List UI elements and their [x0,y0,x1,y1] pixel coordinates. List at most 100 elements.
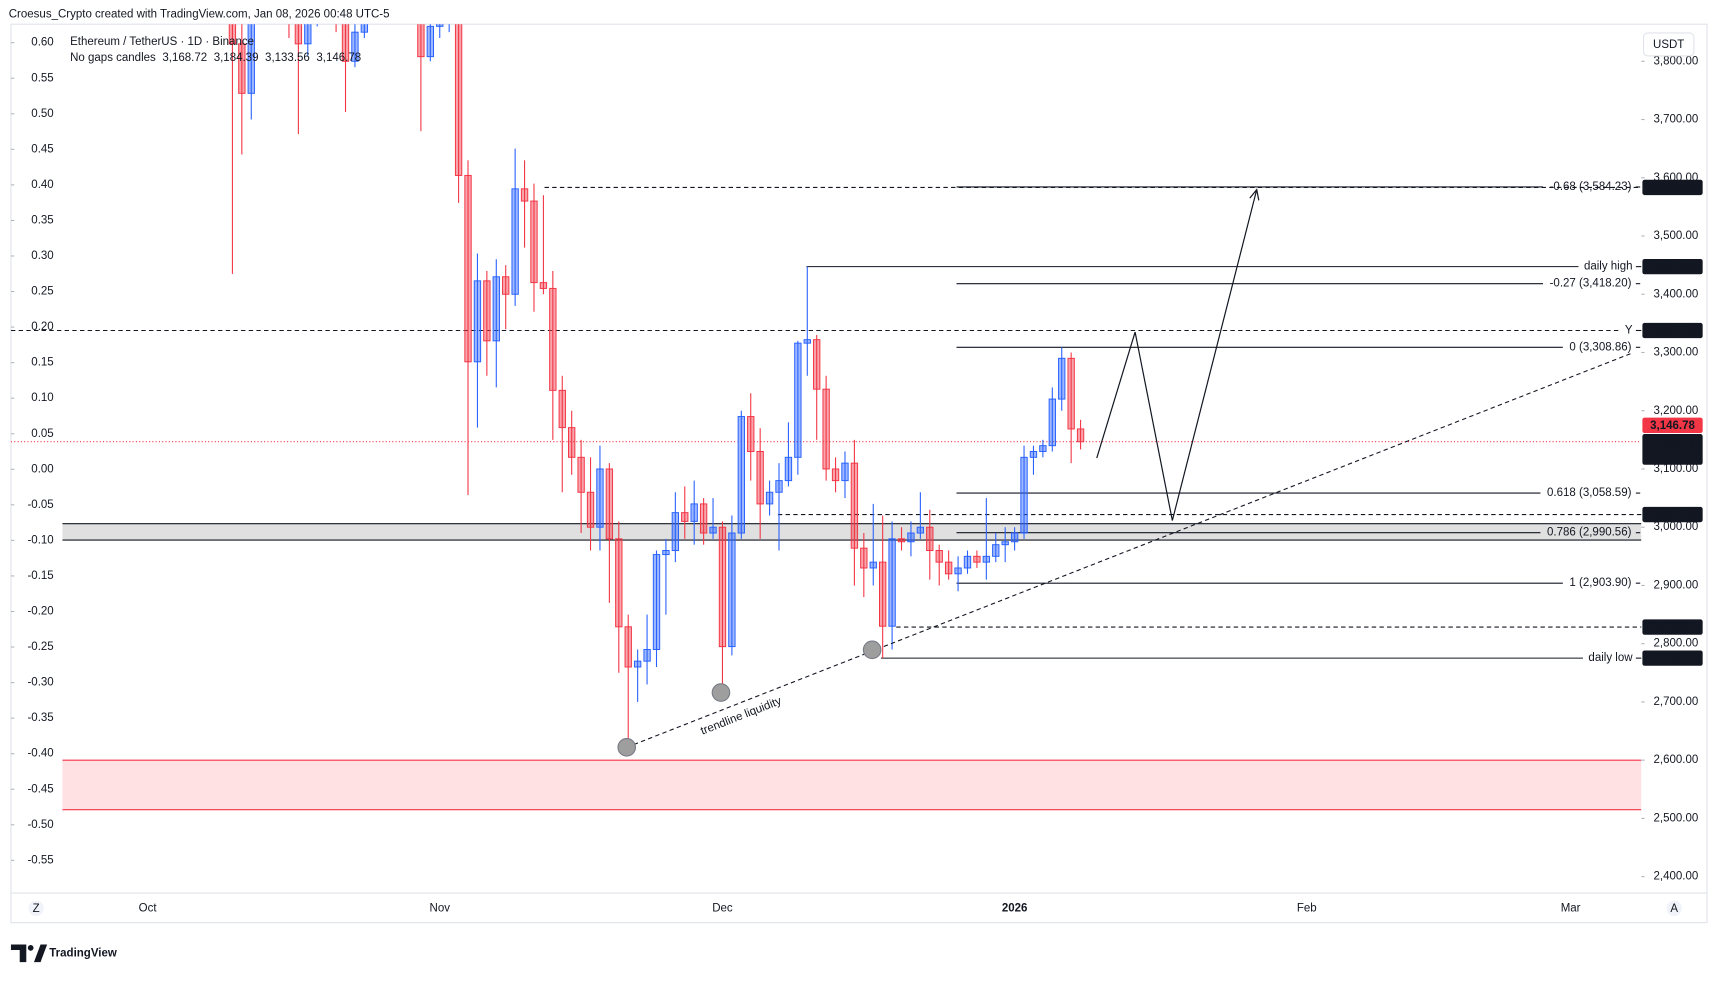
y-tick-label: 2,500.00 [1654,812,1699,824]
candle-body [577,456,585,493]
price-badge [1642,650,1703,666]
candle-body [681,512,689,522]
price-badge [1642,506,1703,523]
ohlc-value: 3,133.56 [265,52,310,64]
candle-body [794,342,802,458]
y2-tick-label: -0.30 [27,677,53,689]
candle-body [624,626,632,668]
candle-body [709,526,717,534]
candle-body [850,462,859,549]
swing-marker [617,738,637,757]
logo-mark [10,944,27,963]
zoom-button[interactable]: Z [28,900,44,917]
candle-body [360,24,369,33]
fib-label: -0.68 (3,584.23) [1550,181,1632,193]
currency-button[interactable]: USDT [1642,32,1695,57]
y2-tick-label: -0.05 [27,499,53,511]
candle-body [492,276,500,342]
fib-label: 0.618 (3,058.59) [1547,487,1632,499]
candle-body [1067,357,1075,430]
y2-tick-label: -0.50 [27,819,53,831]
candle-body [671,512,680,551]
y2-tick-label: -0.45 [27,783,53,795]
ohlc-value: 3,146.78 [316,52,361,64]
price-badge-label: 3,447.44 [1650,261,1695,273]
level-text: daily high [1584,261,1633,273]
currency-button-box[interactable] [1642,32,1695,57]
candle-body [963,555,972,569]
x-tick-label: 2026 [1002,902,1028,914]
symbol-title: Ethereum / TetherUS · 1D · Binance [70,36,254,48]
candle-body [728,532,736,648]
logo-dot [27,944,34,951]
price-badge-label: 2,775.19 [1650,653,1695,665]
candle-mode: No gaps candles [70,52,156,64]
info-panel: Ethereum / TetherUS · 1D · Binance No ga… [70,36,254,64]
candle-body [1048,398,1056,447]
fib-label: 1 (2,903.90) [1569,577,1631,589]
candle-body [699,503,708,534]
auto-scale-button[interactable]: A [1666,900,1682,917]
price-badge-label: 3,337.78 [1650,325,1695,337]
auto-button-label[interactable]: A [1670,903,1678,915]
zoom-button-bg[interactable] [28,900,44,917]
auto-button-bg[interactable] [1666,900,1682,917]
candle-body [813,339,821,390]
candle-body [1039,445,1047,452]
countdown-label: 18:11:47 [1651,451,1695,463]
candle-body [897,538,906,543]
y-tick-label: 2,600.00 [1654,754,1699,766]
candle-body [1058,357,1066,400]
x-tick-label: Oct [139,902,158,914]
level-text: daily low [1588,652,1633,664]
fib-label: 0 (3,308.86) [1569,341,1631,353]
candle-body [690,503,698,522]
candle-body [426,25,434,58]
y2-tick-label: 0.25 [31,286,53,298]
y2-tick-label: 0.30 [31,250,53,262]
currency-label[interactable]: USDT [1653,39,1684,51]
candle-body [454,24,463,176]
candle-body [294,24,303,45]
candle-body [417,24,425,58]
candle-body [737,416,745,534]
y-tick-label: 2,400.00 [1654,871,1699,883]
y2-tick-label: 0.10 [31,392,53,404]
y-tick-label: 3,500.00 [1654,230,1699,242]
arrow-head [1249,188,1260,201]
candle-body [879,561,887,627]
y2-tick-label: -0.20 [27,606,53,618]
y2-tick-label: -0.35 [27,712,53,724]
candle-body [935,550,943,563]
ohlc-value: 3,184.39 [214,52,259,64]
y2-tick-label: 0.50 [31,108,53,120]
candle-body [784,456,793,482]
candle-body [520,188,529,202]
projection-path [1096,189,1258,521]
candle-body [747,416,755,452]
candle-body [473,280,482,363]
y-tick-label: 3,100.00 [1654,463,1699,475]
zoom-button-label[interactable]: Z [33,903,40,915]
chart-frame [10,23,1708,924]
candle-body [436,24,444,27]
price-badge-label: 2,828.57 [1650,622,1695,634]
candle-body [1029,451,1038,458]
candle-body [549,287,557,391]
candle-body [916,526,925,534]
logo-text: TradingView [49,947,117,959]
y2-tick-label: 0.05 [31,428,53,440]
y-tick-label: 2,800.00 [1654,638,1699,650]
header-text: Croesus_Crypto created with TradingView.… [9,8,390,20]
candle-body [822,388,830,470]
y2-tick-label: 0.20 [31,321,53,333]
candle-body [633,660,642,668]
candle-body [643,649,651,662]
price-badge-label: 3,021.78 [1650,509,1695,521]
candle-body [483,280,491,342]
candle-body [982,555,991,563]
y2-tick-label: 0.40 [31,179,53,191]
candle-body [765,491,774,505]
candle-body [652,554,661,651]
